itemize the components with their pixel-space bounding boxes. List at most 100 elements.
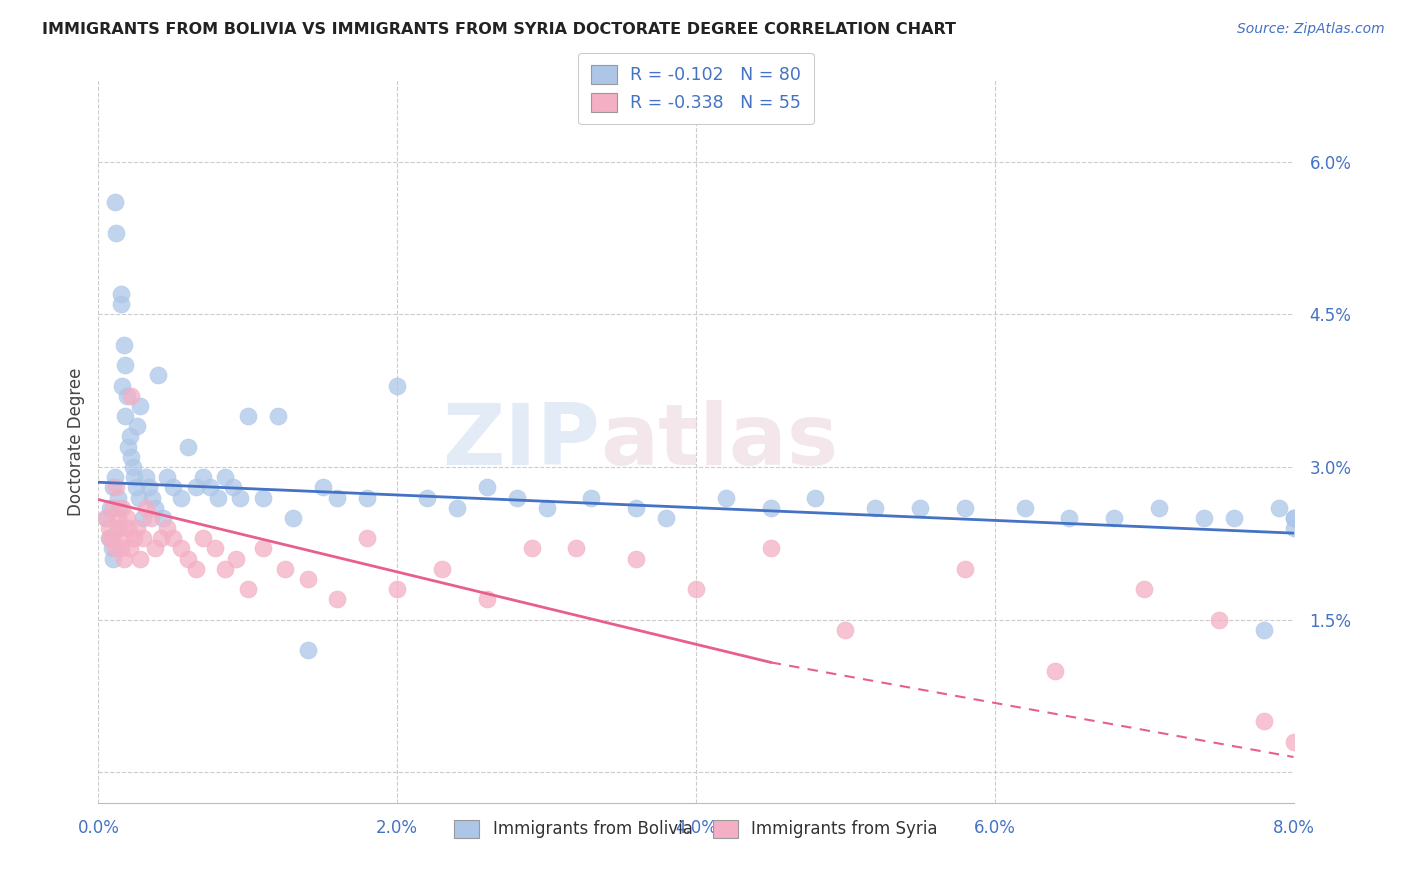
Point (152, 511, 174, 525)
Point (162, 531, 184, 545)
Point (1043, 664, 1066, 678)
Point (1253, 714, 1275, 729)
Point (1133, 582, 1156, 596)
Point (135, 470, 157, 484)
Point (107, 491, 129, 505)
Point (101, 531, 124, 545)
Point (356, 531, 378, 545)
Text: IMMIGRANTS FROM BOLIVIA VS IMMIGRANTS FROM SYRIA DOCTORATE DEGREE CORRELATION CH: IMMIGRANTS FROM BOLIVIA VS IMMIGRANTS FR… (42, 22, 956, 37)
Point (132, 511, 155, 525)
Point (124, 531, 146, 545)
Point (125, 480, 148, 494)
Point (1253, 623, 1275, 637)
Point (107, 511, 129, 525)
Point (191, 470, 214, 484)
Point (759, 500, 782, 515)
Point (908, 500, 931, 515)
Point (108, 521, 131, 535)
Point (184, 562, 207, 576)
Point (475, 592, 498, 607)
Point (311, 480, 333, 494)
Point (685, 582, 707, 596)
Point (111, 500, 134, 515)
Point (326, 491, 349, 505)
Point (759, 541, 782, 556)
Point (177, 551, 200, 566)
Point (581, 491, 603, 505)
Point (1282, 735, 1305, 749)
Point (430, 562, 453, 576)
Point (191, 531, 214, 545)
Point (117, 440, 139, 454)
Point (143, 541, 166, 556)
Point (356, 491, 378, 505)
Point (156, 521, 179, 535)
Point (107, 521, 129, 535)
Point (953, 500, 976, 515)
Point (138, 480, 160, 494)
Point (117, 521, 139, 535)
Point (110, 541, 132, 556)
Point (1014, 500, 1036, 515)
Point (865, 500, 887, 515)
Point (416, 491, 439, 505)
Point (184, 480, 207, 494)
Point (385, 582, 409, 596)
Point (446, 500, 468, 515)
Point (162, 480, 184, 494)
Point (129, 551, 152, 566)
Point (128, 491, 150, 505)
Point (110, 297, 132, 311)
Point (97, 521, 120, 535)
Point (804, 491, 827, 505)
Point (118, 429, 141, 443)
Point (121, 460, 143, 475)
Point (229, 491, 252, 505)
Point (297, 572, 319, 586)
Point (103, 551, 125, 566)
Point (143, 500, 166, 515)
Point (1059, 511, 1081, 525)
Point (655, 511, 678, 525)
Point (177, 440, 200, 454)
Point (114, 409, 136, 423)
Point (104, 541, 127, 556)
Point (148, 368, 170, 383)
Point (101, 541, 124, 556)
Point (506, 491, 529, 505)
Point (252, 491, 274, 505)
Point (108, 500, 131, 515)
Point (297, 643, 319, 657)
Point (214, 562, 236, 576)
Point (112, 551, 135, 566)
Point (204, 541, 226, 556)
Point (1282, 521, 1305, 535)
Point (103, 480, 125, 494)
Text: atlas: atlas (600, 400, 838, 483)
Point (135, 500, 157, 515)
Point (114, 358, 136, 372)
Point (105, 226, 128, 240)
Point (953, 562, 976, 576)
Point (207, 491, 229, 505)
Point (1223, 511, 1246, 525)
Point (267, 409, 290, 423)
Point (565, 541, 588, 556)
Point (115, 511, 138, 525)
Point (252, 541, 274, 556)
Point (94, 511, 117, 525)
Point (114, 531, 136, 545)
Point (1208, 613, 1230, 627)
Text: Source: ZipAtlas.com: Source: ZipAtlas.com (1237, 22, 1385, 37)
Legend: Immigrants from Bolivia, Immigrants from Syria: Immigrants from Bolivia, Immigrants from… (447, 813, 945, 845)
Point (626, 551, 648, 566)
Point (475, 480, 498, 494)
Point (169, 491, 191, 505)
Point (156, 470, 179, 484)
Point (1147, 500, 1170, 515)
Point (104, 470, 127, 484)
Point (132, 531, 155, 545)
Point (120, 389, 142, 403)
Point (536, 500, 558, 515)
Point (281, 511, 304, 525)
